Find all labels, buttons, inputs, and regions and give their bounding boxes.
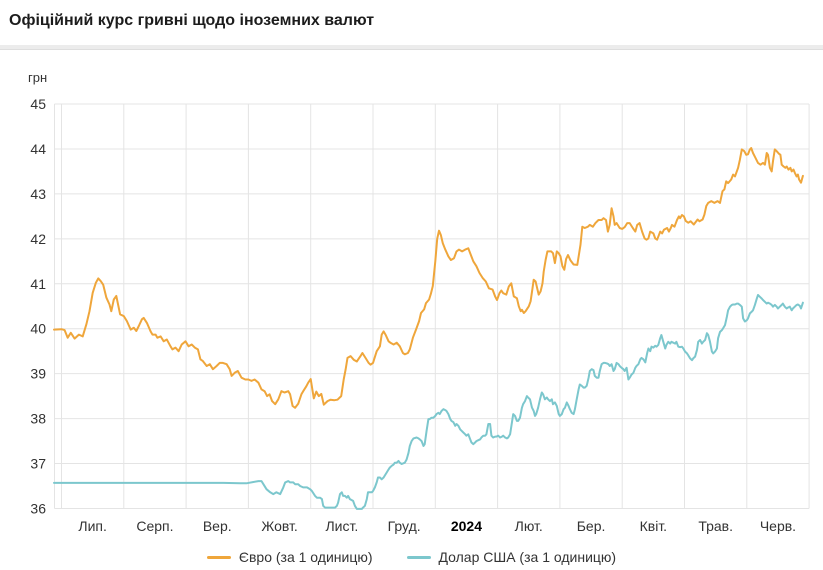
usd-series-line [53,294,804,510]
y-tick-label: 39 [30,366,46,382]
x-tick-label: Лист. [325,518,358,534]
x-tick-label: Вер. [203,518,232,534]
x-tick-label: Лют. [515,518,543,534]
y-tick-label: 44 [30,141,46,157]
y-axis-unit-label: грн [28,70,48,85]
x-tick-label: 2024 [451,518,482,534]
x-tick-label: Груд. [388,518,421,534]
y-tick-label: 40 [30,321,46,337]
x-tick-label: Лип. [78,518,106,534]
x-tick-label: Жовт. [261,518,297,534]
legend-item-usd[interactable]: Долар США (за 1 одиницю) [406,549,617,565]
y-tick-label: 45 [30,96,46,112]
y-tick-label: 38 [30,411,46,427]
header-divider [0,45,823,50]
x-tick-label: Бер. [577,518,606,534]
page-title: Офіційний курс гривні щодо іноземних вал… [9,12,375,29]
legend-label-euro: Євро (за 1 одиницю) [238,549,373,565]
x-tick-label: Серп. [136,518,173,534]
y-tick-label: 42 [30,231,46,247]
x-tick-label: Квіт. [640,518,667,534]
y-tick-label: 36 [30,501,46,517]
y-tick-label: 37 [30,456,46,472]
y-tick-label: 43 [30,186,46,202]
legend-label-usd: Долар США (за 1 одиницю) [438,549,617,565]
x-tick-label: Черв. [760,518,796,534]
euro-series-line [53,147,804,409]
y-tick-label: 41 [30,276,46,292]
euro-line-marker-icon [206,555,231,559]
x-tick-label: Трав. [698,518,733,534]
legend-item-euro[interactable]: Євро (за 1 одиницю) [206,549,373,565]
usd-line-marker-icon [406,555,431,559]
chart-legend: Євро (за 1 одиницю) Долар США (за 1 один… [0,549,823,565]
